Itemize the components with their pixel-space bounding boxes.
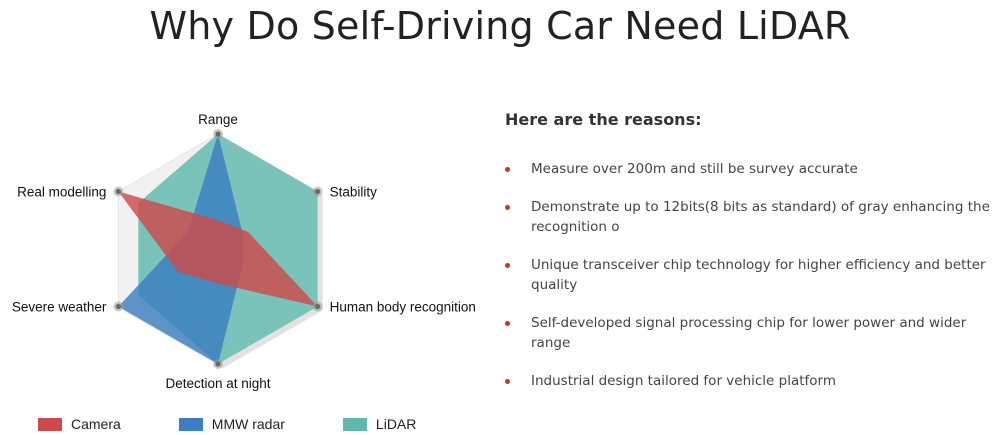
legend-item-lidar: LiDAR [342, 416, 417, 432]
legend-item-mmw-radar: MMW radar [178, 416, 285, 432]
radar-axis-labels: Range Stability Human body recognition Dete… [12, 112, 476, 391]
bullet-dot-icon [505, 263, 510, 268]
legend-label-lidar: LiDAR [375, 416, 417, 432]
chart-legend: Camera MMW radar LiDAR [38, 414, 474, 434]
radar-vertex-dot [215, 361, 221, 367]
list-item: Unique transceiver chip technology for h… [505, 255, 1000, 295]
legend-label-mmw-radar: MMW radar [211, 416, 285, 432]
bullet-dot-icon [505, 379, 510, 384]
reasons-heading: Here are the reasons: [505, 110, 702, 129]
axis-label-real-modelling: Real modelling [17, 185, 106, 200]
legend-swatch-lidar [342, 417, 367, 431]
radar-series-camera [118, 191, 318, 307]
list-item: Demonstrate up to 12bits(8 bits as stand… [505, 197, 1000, 237]
reason-text: Unique transceiver chip technology for h… [531, 257, 986, 293]
radar-vertex-dots [113, 129, 323, 369]
bullet-dot-icon [505, 205, 510, 210]
bullet-dot-icon [505, 321, 510, 326]
legend-item-camera: Camera [38, 416, 121, 432]
axis-label-range: Range [198, 112, 238, 127]
legend-swatch-mmw-radar [178, 417, 203, 431]
legend-swatch-camera [38, 417, 62, 431]
list-item: Self-developed signal processing chip fo… [505, 313, 1000, 353]
radar-vertex-dot [314, 188, 321, 195]
list-item: Measure over 200m and still be survey ac… [505, 159, 1000, 179]
reasons-panel: Here are the reasons: Measure over 200m … [505, 110, 1000, 409]
reason-text: Measure over 200m and still be survey ac… [531, 161, 858, 177]
radar-series-group [118, 134, 318, 364]
bullet-dot-icon [505, 167, 510, 172]
axis-label-detection-at-night: Detection at night [165, 376, 270, 391]
reasons-list: Measure over 200m and still be survey ac… [505, 159, 1000, 391]
radar-chart: Range Stability Human body recognition Dete… [12, 112, 476, 391]
radar-vertex-dot [115, 303, 122, 310]
axis-label-stability: Stability [330, 185, 378, 200]
radar-vertex-dot [115, 188, 122, 195]
legend-label-camera: Camera [71, 416, 121, 432]
radar-vertex-dot [215, 131, 221, 137]
radar-vertex-dot [314, 303, 321, 310]
axis-label-human-body-recognition: Human body recognition [330, 300, 476, 315]
reason-text: Self-developed signal processing chip fo… [531, 315, 967, 351]
list-item: Industrial design tailored for vehicle p… [505, 371, 1000, 391]
page-title: Why Do Self-Driving Car Need LiDAR [149, 4, 851, 48]
reason-text: Demonstrate up to 12bits(8 bits as stand… [531, 199, 990, 235]
reason-text: Industrial design tailored for vehicle p… [531, 373, 837, 389]
axis-label-severe-weather: Severe weather [12, 300, 107, 315]
